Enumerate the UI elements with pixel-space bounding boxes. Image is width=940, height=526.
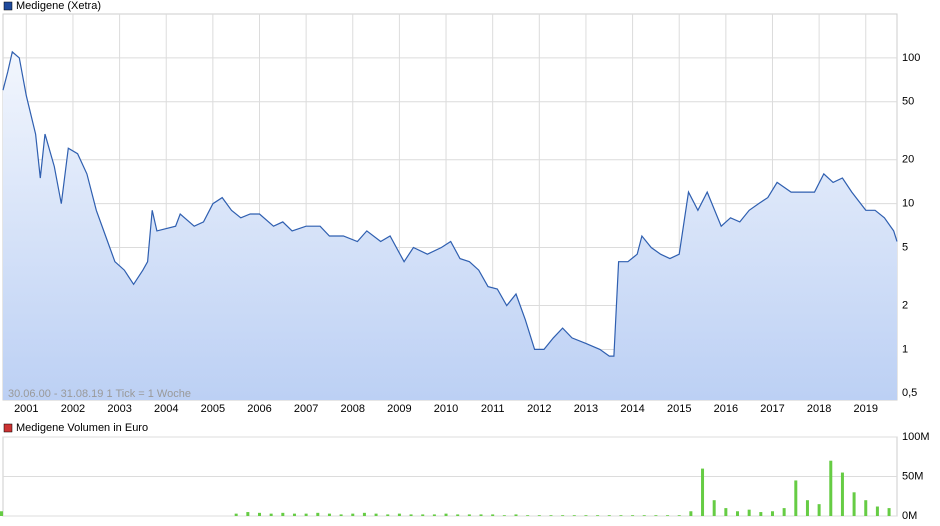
annotation: 30.06.00 - 31.08.19 1 Tick = 1 Woche [8,388,191,400]
volume-bar [304,513,308,516]
x-tick-label: 2008 [341,403,365,415]
volume-bar [572,515,576,516]
x-tick-label: 2016 [714,403,738,415]
volume-bar [502,515,506,516]
volume-bar [374,513,378,516]
volume-bar [631,515,635,516]
y-tick-label: 2 [902,299,908,311]
volume-bar [782,508,786,516]
volume-bar [257,512,261,516]
volume-bar [770,511,774,516]
volume-bar [561,515,565,516]
x-tick-label: 2013 [574,403,598,415]
x-tick-label: 2012 [527,403,551,415]
volume-bar [444,513,448,516]
volume-bar [351,513,355,516]
volume-bar [596,515,600,516]
volume-bar [619,515,623,516]
x-tick-label: 2003 [107,403,131,415]
x-tick-label: 2014 [620,403,644,415]
volume-bar [701,468,705,516]
y-tick-label: 10 [902,198,914,210]
legend-swatch [3,423,13,433]
x-tick-label: 2009 [387,403,411,415]
chart-title: Medigene (Xetra) [16,0,101,12]
volume-bar [852,492,856,516]
volume-bar [269,513,273,516]
x-tick-label: 2006 [247,403,271,415]
volume-bar [339,514,343,516]
volume-bar [829,460,833,516]
x-tick-label: 2017 [760,403,784,415]
legend-swatch [3,1,13,11]
volume-bar [840,472,844,516]
volume-bar [467,514,471,516]
x-tick-label: 2005 [201,403,225,415]
volume-bar [689,511,693,516]
volume-bar [514,514,518,516]
volume-bar [409,514,413,516]
volume-bar [794,480,798,516]
volume-bar [887,508,891,516]
volume-bar [712,500,716,516]
volume-bar [421,514,425,516]
y-tick-label: 100 [902,52,920,64]
volume-bar [491,514,495,516]
volume-bar [316,512,320,516]
volume-bar [526,515,530,516]
volume-bar [677,515,681,516]
x-tick-label: 2019 [854,403,878,415]
y-tick-label: 5 [902,241,908,253]
y-tick-label: 0M [902,510,917,522]
volume-bar [607,515,611,516]
volume-bar [456,514,460,516]
y-tick-label: 100M [902,431,930,443]
x-tick-label: 2010 [434,403,458,415]
volume-bar [549,515,553,516]
volume-bar [864,500,868,516]
y-tick-label: 1 [902,343,908,355]
y-tick-label: 50 [902,96,914,108]
volume-bar [281,512,285,516]
chart-title: Medigene Volumen in Euro [16,422,148,434]
volume-bar [817,504,821,516]
volume-bar [0,511,3,516]
volume-bar [736,511,740,516]
y-tick-label: 0,5 [902,387,917,399]
volume-bar [292,513,296,516]
volume-bar [759,512,763,516]
x-tick-label: 2007 [294,403,318,415]
x-tick-label: 2018 [807,403,831,415]
volume-bar [537,515,541,516]
x-tick-label: 2002 [61,403,85,415]
x-tick-label: 2001 [14,403,38,415]
volume-bar [246,512,250,516]
volume-bar [654,515,658,516]
volume-bar [642,515,646,516]
x-tick-label: 2015 [667,403,691,415]
volume-bar [479,514,483,516]
volume-bar [432,514,436,516]
y-tick-label: 50M [902,470,923,482]
x-tick-label: 2004 [154,403,178,415]
volume-bar [666,515,670,516]
volume-bar [327,513,331,516]
volume-bar [747,509,751,516]
volume-bar [362,512,366,516]
price-line [2,50,898,357]
volume-bar [397,513,401,516]
volume-bar [584,515,588,516]
y-tick-label: 20 [902,154,914,166]
volume-bar [875,506,879,516]
volume-bar [234,513,238,516]
volume-bar [386,514,390,516]
volume-bar [724,508,728,516]
volume-bar [805,500,809,516]
x-tick-label: 2011 [481,403,505,415]
area-fill [3,51,897,401]
